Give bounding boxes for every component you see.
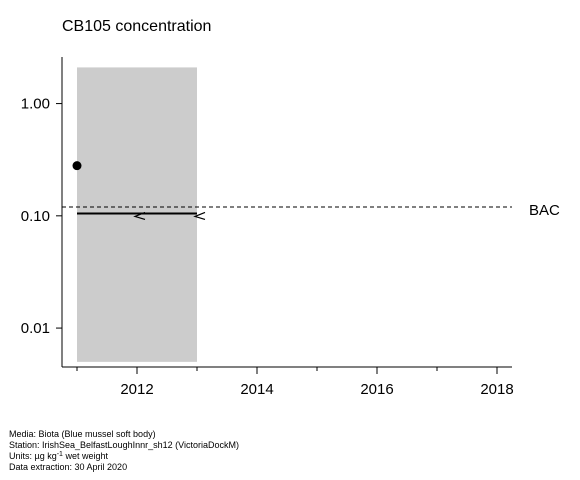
chart-footer: Media: Biota (Blue mussel soft body) Sta… — [9, 429, 239, 473]
footer-units-prefix: Units: µg kg — [9, 451, 57, 461]
trend-marker — [193, 211, 206, 221]
reference-line-label: BAC — [529, 202, 560, 219]
x-tick-label: 2012 — [120, 381, 153, 398]
footer-units-exponent: -1 — [56, 451, 63, 458]
footer-extraction: Data extraction: 30 April 2020 — [9, 462, 128, 472]
shaded-band — [77, 67, 197, 362]
x-tick-label: 2016 — [360, 381, 393, 398]
footer-media: Media: Biota (Blue mussel soft body) — [9, 429, 156, 439]
footer-station: Station: IrishSea_BelfastLoughInnr_sh12 … — [9, 440, 239, 450]
y-tick-label: 0.10 — [21, 208, 50, 225]
x-tick-label: 2014 — [240, 381, 273, 398]
chart-title: CB105 concentration — [62, 18, 212, 35]
y-tick-label: 0.01 — [21, 320, 50, 337]
y-tick-label: 1.00 — [21, 96, 50, 113]
trend-marker — [133, 211, 146, 221]
data-point — [72, 161, 82, 171]
footer-units-suffix: wet weight — [62, 451, 108, 461]
footer-units: Units: µg kg-1 wet weight — [9, 451, 239, 462]
x-tick-label: 2018 — [480, 381, 513, 398]
